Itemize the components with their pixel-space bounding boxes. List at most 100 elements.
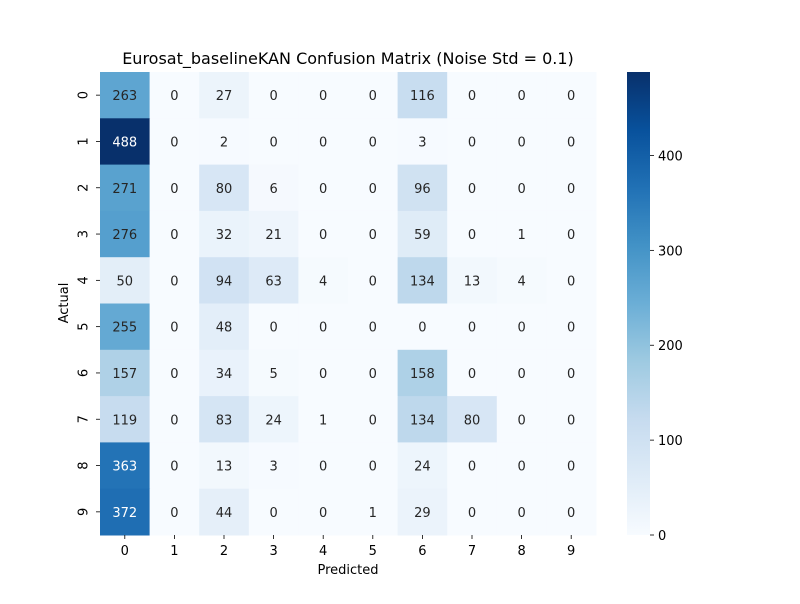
heatmap-cell bbox=[546, 72, 597, 119]
heatmap-cell bbox=[298, 349, 349, 397]
cell-value-label: 13 bbox=[216, 460, 233, 475]
heatmap-cell bbox=[248, 303, 299, 351]
heatmap-cell bbox=[348, 164, 399, 212]
heatmap-cell bbox=[100, 72, 151, 119]
x-tick-label: 4 bbox=[319, 544, 327, 559]
heatmap-cell bbox=[397, 257, 448, 304]
cell-value-label: 0 bbox=[269, 89, 277, 104]
heatmap-cell bbox=[248, 164, 299, 212]
x-tick-label: 6 bbox=[418, 544, 426, 559]
x-tick-label: 0 bbox=[121, 544, 129, 559]
heatmap-cell bbox=[100, 210, 151, 258]
heatmap-cell bbox=[447, 210, 498, 258]
cell-value-label: 0 bbox=[567, 413, 575, 428]
x-tick-label: 2 bbox=[220, 544, 228, 559]
cell-value-label: 0 bbox=[567, 460, 575, 475]
x-tick-label: 9 bbox=[567, 544, 575, 559]
heatmap-cell bbox=[546, 164, 597, 212]
cell-value-label: 0 bbox=[567, 135, 575, 150]
cell-value-label: 27 bbox=[216, 89, 233, 104]
cell-value-label: 0 bbox=[269, 135, 277, 150]
heatmap-cell bbox=[100, 303, 151, 351]
cell-value-label: 0 bbox=[567, 321, 575, 336]
heatmap-cell bbox=[348, 118, 399, 166]
heatmap-cell bbox=[447, 164, 498, 212]
cell-value-label: 0 bbox=[517, 89, 525, 104]
cell-value-label: 0 bbox=[369, 460, 377, 475]
x-tick-label: 3 bbox=[269, 544, 277, 559]
heatmap-cell bbox=[248, 349, 299, 397]
heatmap-cell bbox=[149, 303, 200, 351]
cell-value-label: 5 bbox=[269, 367, 277, 382]
cell-value-label: 24 bbox=[265, 413, 282, 428]
cell-value-label: 0 bbox=[369, 182, 377, 197]
heatmap-cell bbox=[397, 303, 448, 351]
cell-value-label: 0 bbox=[170, 413, 178, 428]
heatmap-cell bbox=[298, 442, 349, 490]
cell-value-label: 1 bbox=[369, 506, 377, 521]
colorbar-tick-label: 0 bbox=[658, 529, 666, 544]
y-tick-label: 6 bbox=[77, 369, 92, 377]
cell-value-label: 0 bbox=[468, 460, 476, 475]
y-tick-label: 4 bbox=[77, 276, 92, 284]
cell-value-label: 48 bbox=[216, 321, 233, 336]
heatmap-cell bbox=[447, 72, 498, 119]
y-tick-label: 8 bbox=[77, 461, 92, 469]
heatmap-cell bbox=[397, 72, 448, 119]
colorbar-tick-label: 100 bbox=[658, 434, 683, 449]
heatmap-cells bbox=[100, 72, 597, 536]
cell-value-label: 3 bbox=[269, 460, 277, 475]
cell-value-label: 0 bbox=[170, 182, 178, 197]
cell-value-label: 0 bbox=[567, 506, 575, 521]
heatmap-cell bbox=[546, 210, 597, 258]
cell-value-label: 0 bbox=[567, 274, 575, 289]
cell-value-label: 0 bbox=[517, 506, 525, 521]
heatmap-cell bbox=[248, 488, 299, 536]
heatmap-cell bbox=[100, 349, 151, 397]
cell-value-label: 32 bbox=[216, 228, 233, 243]
heatmap-cell bbox=[149, 488, 200, 536]
x-tick-label: 1 bbox=[170, 544, 178, 559]
heatmap-cell bbox=[496, 257, 547, 304]
y-tick-label: 1 bbox=[77, 137, 92, 145]
heatmap-cell bbox=[546, 257, 597, 304]
heatmap-cell bbox=[546, 488, 597, 536]
cell-value-label: 13 bbox=[464, 274, 481, 289]
heatmap-cell bbox=[546, 396, 597, 443]
cell-value-label: 0 bbox=[418, 321, 426, 336]
heatmap-cell bbox=[496, 396, 547, 443]
cell-value-label: 0 bbox=[319, 89, 327, 104]
heatmap-cell bbox=[199, 488, 250, 536]
cell-value-label: 0 bbox=[170, 274, 178, 289]
heatmap-cell bbox=[199, 442, 250, 490]
cell-value-label: 0 bbox=[517, 413, 525, 428]
colorbar bbox=[627, 72, 650, 535]
cell-value-label: 0 bbox=[269, 506, 277, 521]
cell-value-label: 0 bbox=[468, 135, 476, 150]
heatmap-cell bbox=[298, 257, 349, 304]
heatmap-cell bbox=[348, 257, 399, 304]
cell-value-label: 34 bbox=[216, 367, 233, 382]
heatmap-cell bbox=[496, 164, 547, 212]
cell-value-label: 372 bbox=[112, 506, 137, 521]
heatmap-cell bbox=[100, 396, 151, 443]
heatmap-cell bbox=[348, 72, 399, 119]
colorbar-tick-label: 200 bbox=[658, 339, 683, 354]
heatmap-cell bbox=[199, 118, 250, 166]
cell-value-label: 44 bbox=[216, 506, 233, 521]
heatmap-cell bbox=[149, 442, 200, 490]
heatmap-cell bbox=[298, 164, 349, 212]
heatmap-cell bbox=[248, 396, 299, 443]
cell-value-label: 59 bbox=[414, 228, 431, 243]
heatmap-cell bbox=[348, 488, 399, 536]
heatmap-cell bbox=[447, 257, 498, 304]
cell-value-label: 0 bbox=[319, 135, 327, 150]
cell-value-label: 0 bbox=[517, 321, 525, 336]
heatmap-cell bbox=[496, 349, 547, 397]
cell-value-label: 0 bbox=[170, 135, 178, 150]
x-axis-label: Predicted bbox=[317, 563, 378, 578]
heatmap-cell bbox=[248, 257, 299, 304]
cell-value-label: 0 bbox=[517, 135, 525, 150]
cell-value-label: 0 bbox=[319, 321, 327, 336]
